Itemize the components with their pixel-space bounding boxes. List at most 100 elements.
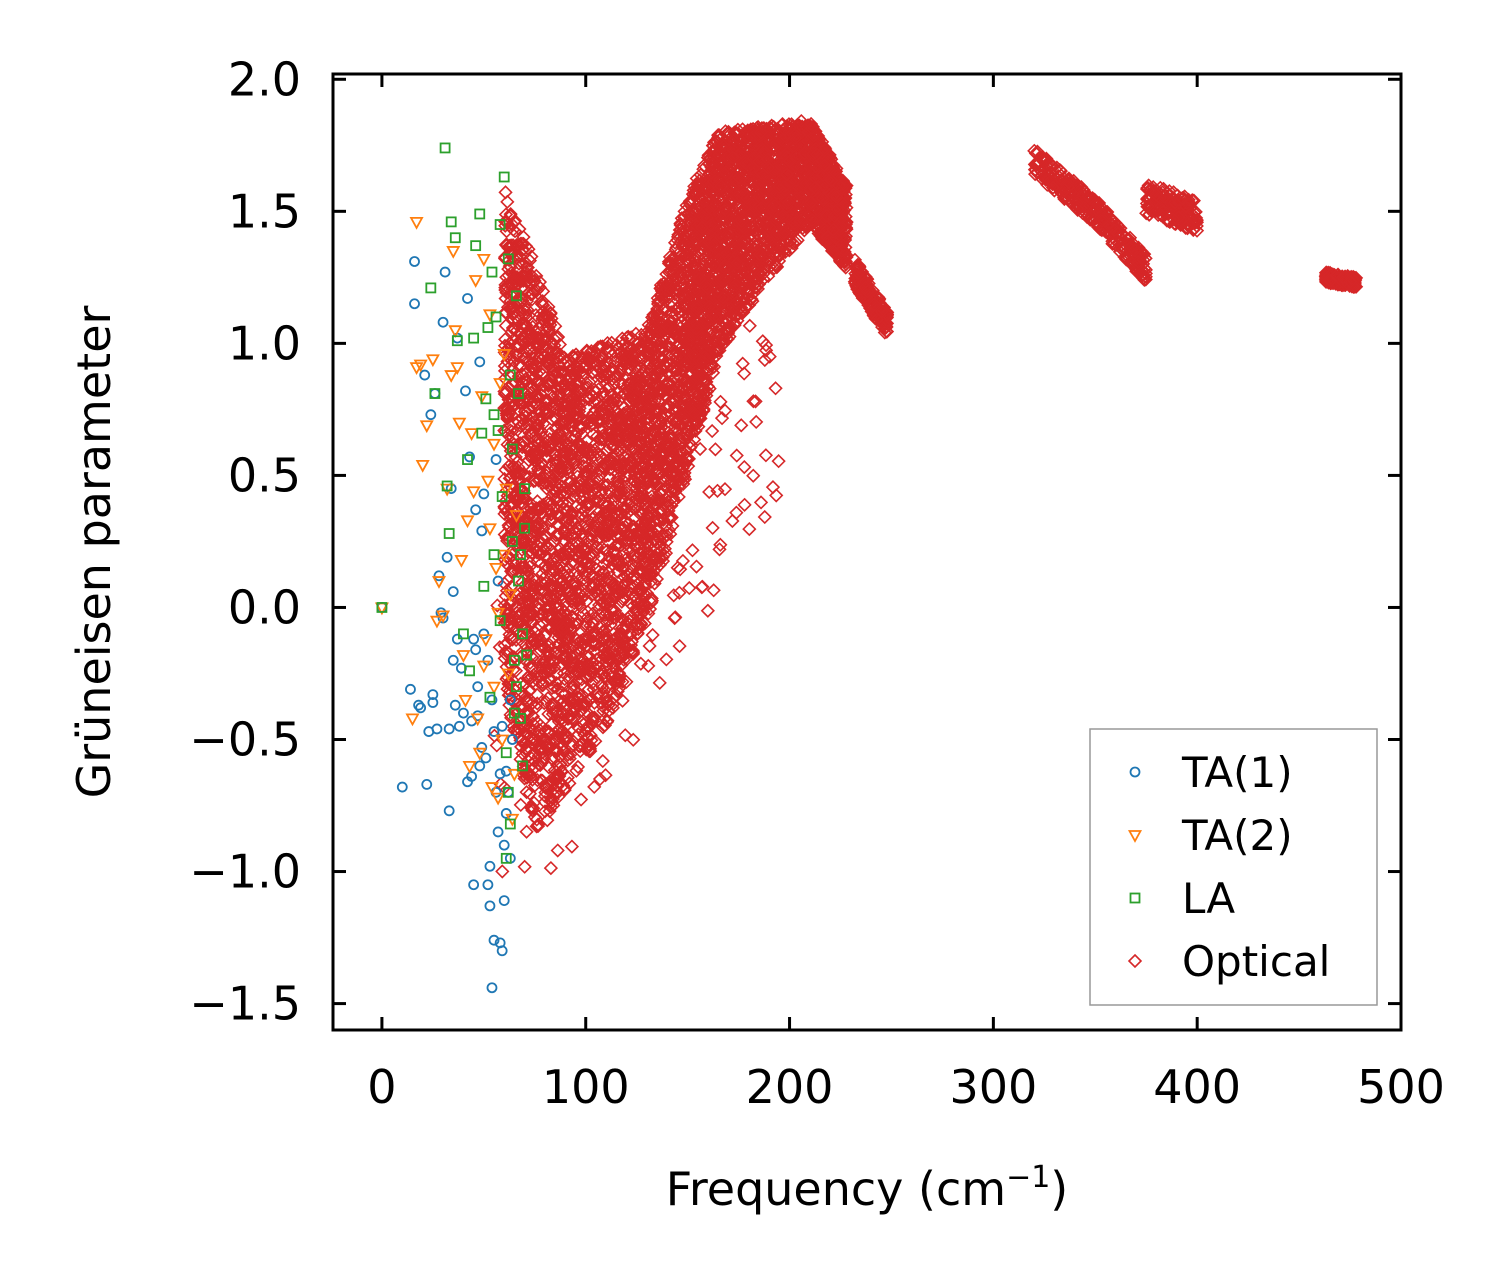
optical-point bbox=[631, 617, 646, 633]
optical-point bbox=[545, 737, 560, 753]
optical-point bbox=[513, 291, 528, 306]
optical-point bbox=[506, 307, 521, 322]
optical-point bbox=[531, 447, 547, 462]
optical-point bbox=[612, 536, 627, 551]
optical-point bbox=[502, 611, 518, 626]
optical-point bbox=[675, 467, 691, 483]
optical-point bbox=[579, 542, 594, 557]
optical-point bbox=[609, 441, 624, 456]
optical-point bbox=[589, 451, 605, 466]
optical-point bbox=[537, 788, 553, 804]
optical-point bbox=[514, 359, 529, 374]
optical-point bbox=[606, 395, 621, 410]
optical-point bbox=[602, 501, 617, 516]
optical-point bbox=[579, 375, 594, 391]
optical-point bbox=[600, 513, 615, 529]
optical-point bbox=[535, 606, 550, 622]
optical-point bbox=[569, 569, 585, 584]
optical-point bbox=[527, 541, 542, 556]
optical-point bbox=[729, 295, 744, 310]
optical-point bbox=[682, 387, 697, 402]
optical-point bbox=[671, 414, 686, 429]
optical-point bbox=[612, 529, 628, 544]
optical-point bbox=[518, 255, 533, 270]
optical-point bbox=[630, 451, 645, 466]
optical-point bbox=[498, 318, 513, 333]
optical-point bbox=[599, 621, 614, 637]
optical-point bbox=[530, 773, 545, 788]
optical-point bbox=[502, 597, 517, 612]
optical-point bbox=[574, 444, 589, 460]
optical-point bbox=[582, 375, 597, 390]
optical-point bbox=[559, 497, 574, 513]
optical-point bbox=[519, 409, 534, 424]
optical-point bbox=[640, 570, 656, 585]
optical-point bbox=[635, 556, 650, 571]
optical-point bbox=[578, 444, 593, 459]
optical-point bbox=[742, 284, 757, 300]
optical-point bbox=[688, 181, 703, 197]
optical-point bbox=[535, 741, 550, 757]
optical-point bbox=[542, 663, 558, 679]
optical-point bbox=[683, 375, 698, 390]
optical-point bbox=[697, 357, 712, 372]
optical-point bbox=[682, 268, 697, 283]
optical-point bbox=[572, 666, 587, 681]
optical-point bbox=[535, 294, 550, 309]
optical-point bbox=[673, 216, 688, 231]
optical-point bbox=[534, 755, 549, 771]
optical-point bbox=[741, 201, 756, 217]
optical-point bbox=[570, 387, 585, 402]
optical-point bbox=[503, 499, 518, 514]
optical-point bbox=[529, 388, 544, 404]
optical-point bbox=[539, 548, 555, 564]
optical-point bbox=[620, 568, 635, 584]
optical-point bbox=[566, 451, 581, 466]
optical-point bbox=[561, 462, 576, 477]
optical-point bbox=[599, 615, 614, 630]
optical-point bbox=[660, 419, 675, 435]
optical-point bbox=[547, 589, 563, 604]
optical-point bbox=[552, 481, 567, 496]
optical-point bbox=[730, 122, 745, 137]
optical-point bbox=[694, 220, 710, 235]
optical-point bbox=[613, 485, 628, 500]
optical-point bbox=[513, 391, 528, 406]
optical-point bbox=[622, 458, 637, 473]
optical-point bbox=[614, 490, 630, 505]
optical-point bbox=[574, 419, 589, 434]
optical-point bbox=[588, 637, 603, 652]
optical-point bbox=[695, 189, 710, 204]
optical-point bbox=[720, 204, 735, 219]
optical-point bbox=[759, 121, 774, 136]
optical-point bbox=[691, 177, 706, 193]
optical-point bbox=[530, 818, 546, 834]
optical-point bbox=[525, 709, 541, 724]
optical-point bbox=[529, 819, 544, 834]
optical-point bbox=[740, 223, 755, 238]
optical-point bbox=[529, 588, 544, 603]
optical-point bbox=[619, 339, 634, 355]
optical-point bbox=[511, 516, 527, 531]
optical-point bbox=[657, 430, 673, 445]
optical-point bbox=[566, 423, 581, 438]
optical-point bbox=[524, 545, 539, 561]
optical-point bbox=[501, 518, 516, 533]
optical-point bbox=[671, 369, 686, 384]
optical-point bbox=[515, 720, 530, 736]
optical-point bbox=[589, 645, 604, 661]
optical-point bbox=[612, 583, 627, 598]
optical-point bbox=[559, 729, 575, 744]
optical-point bbox=[529, 518, 544, 534]
optical-point bbox=[538, 601, 553, 616]
optical-point bbox=[499, 615, 514, 630]
optical-point bbox=[683, 440, 698, 455]
optical-point bbox=[621, 628, 637, 643]
optical-point bbox=[761, 178, 776, 193]
optical-point bbox=[603, 576, 618, 591]
optical-point bbox=[512, 359, 527, 375]
optical-point bbox=[558, 398, 573, 413]
optical-point bbox=[520, 608, 535, 623]
optical-point bbox=[544, 790, 559, 805]
optical-point bbox=[599, 570, 615, 586]
